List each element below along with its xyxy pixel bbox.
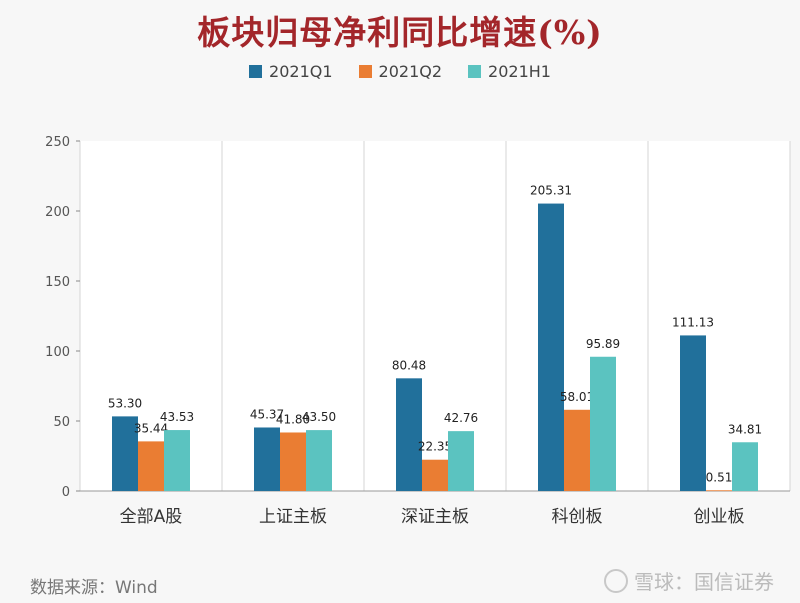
data-label: 111.13 xyxy=(672,315,714,329)
data-label: 41.80 xyxy=(276,412,310,426)
data-label: 42.76 xyxy=(444,411,478,425)
legend-swatch-q1 xyxy=(249,65,263,78)
bar-2021q1 xyxy=(254,427,280,491)
data-label: 95.89 xyxy=(586,337,620,351)
bar-2021q1 xyxy=(112,416,138,491)
category-label: 创业板 xyxy=(694,507,745,527)
data-label: 43.50 xyxy=(302,410,336,424)
watermark: 雪球：国信证券 xyxy=(604,566,774,595)
source-note: 数据来源：Wind xyxy=(30,578,158,598)
bar-2021h1 xyxy=(448,431,474,491)
data-label: 34.81 xyxy=(728,422,762,436)
legend-label-q1: 2021Q1 xyxy=(269,62,333,81)
bar-2021q2 xyxy=(422,459,448,491)
data-label: 80.48 xyxy=(392,358,426,372)
bar-2021q2 xyxy=(280,432,306,491)
legend-item-h1: 2021H1 xyxy=(468,62,551,81)
data-label: 22.35 xyxy=(418,440,452,454)
category-label: 深证主板 xyxy=(401,507,469,527)
bar-2021q1 xyxy=(396,378,422,491)
y-tick-label: 0 xyxy=(62,485,70,500)
legend-label-h1: 2021H1 xyxy=(488,62,551,81)
legend-item-q1: 2021Q1 xyxy=(249,62,333,81)
snowball-logo-icon xyxy=(604,568,628,593)
legend-swatch-h1 xyxy=(468,65,482,78)
data-label: 53.30 xyxy=(108,396,142,410)
bar-2021h1 xyxy=(732,442,758,491)
legend-swatch-q2 xyxy=(358,65,372,78)
plot-area xyxy=(80,141,790,491)
category-label: 全部A股 xyxy=(120,507,183,527)
data-label: 58.01 xyxy=(560,390,594,404)
bar-2021q2 xyxy=(564,409,590,491)
chart-title: 板块归母净利同比增速(%) xyxy=(197,13,603,52)
y-tick-label: 150 xyxy=(45,275,70,290)
data-label: 0.51 xyxy=(706,470,733,484)
watermark-text: 雪球：国信证券 xyxy=(634,570,774,594)
bar-2021q1 xyxy=(538,203,564,492)
category-label: 上证主板 xyxy=(259,507,327,527)
legend: 2021Q1 2021Q2 2021H1 xyxy=(0,62,800,81)
data-label: 35.44 xyxy=(134,421,168,435)
y-tick-label: 50 xyxy=(53,415,70,430)
y-tick-label: 200 xyxy=(45,205,70,220)
bar-2021q1 xyxy=(680,335,706,491)
y-tick-label: 250 xyxy=(45,135,70,150)
data-label: 205.31 xyxy=(530,184,572,198)
data-label: 45.37 xyxy=(250,407,284,421)
legend-item-q2: 2021Q2 xyxy=(358,62,443,81)
data-label: 43.53 xyxy=(160,410,194,424)
bar-2021h1 xyxy=(306,430,332,491)
legend-label-q2: 2021Q2 xyxy=(378,62,443,81)
bar-2021h1 xyxy=(164,430,190,491)
bar-2021h1 xyxy=(590,356,616,491)
y-tick-label: 100 xyxy=(45,345,70,360)
bar-2021q2 xyxy=(706,490,732,492)
bar-2021q2 xyxy=(138,441,164,491)
category-label: 科创板 xyxy=(552,507,603,527)
